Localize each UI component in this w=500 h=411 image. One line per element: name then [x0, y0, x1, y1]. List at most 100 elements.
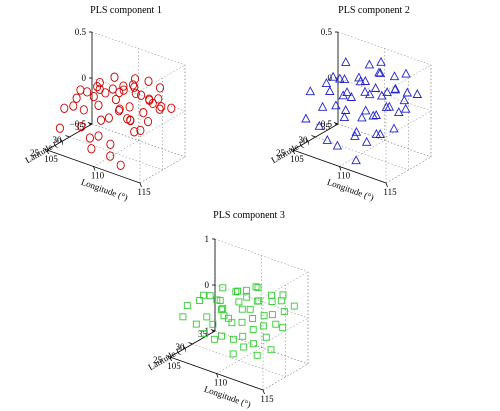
data-point [210, 335, 218, 343]
z-tick-label: 0.5 [321, 27, 333, 37]
data-point [116, 160, 125, 170]
data-point [94, 131, 103, 141]
data-point [192, 320, 200, 328]
data-point [368, 110, 378, 120]
data-point [87, 144, 96, 154]
data-point [371, 110, 381, 119]
data-point [148, 98, 157, 109]
data-point [376, 56, 386, 66]
data-point [60, 103, 69, 113]
grid-line [69, 136, 163, 171]
y-tick [188, 342, 193, 345]
data-point [259, 322, 267, 330]
data-point [239, 332, 247, 340]
grid-line [337, 123, 432, 158]
grid-line [262, 271, 309, 299]
data-point [339, 74, 350, 84]
data-point [280, 308, 288, 315]
data-point [125, 102, 134, 112]
grid-line [385, 156, 432, 184]
data-point [240, 343, 248, 351]
y-tick [165, 355, 171, 358]
data-point [357, 112, 367, 122]
y-tick-label: 25 [153, 355, 163, 365]
grid-line [139, 156, 186, 184]
data-point [101, 88, 110, 98]
data-point [206, 292, 214, 300]
x-tick [93, 166, 96, 171]
data-point [321, 78, 332, 88]
z-tick-label: 1 [205, 234, 210, 244]
data-point [154, 94, 163, 104]
grid-line [91, 123, 186, 158]
data-point [130, 127, 139, 137]
data-point [364, 59, 375, 69]
data-point [232, 288, 240, 296]
data-point [139, 108, 148, 118]
x-tick [46, 149, 49, 155]
data-point [338, 90, 348, 100]
x-tick-label: 110 [337, 171, 351, 181]
data-point [238, 318, 246, 326]
data-point [267, 346, 275, 354]
data-point [228, 319, 236, 327]
data-point [382, 87, 392, 97]
x-tick-label: 105 [290, 154, 304, 164]
data-point [246, 305, 254, 313]
data-point [331, 100, 341, 110]
z-tick-label: 0.5 [75, 27, 87, 37]
x-tick [292, 149, 295, 155]
data-point [412, 89, 423, 98]
grid-line [337, 31, 432, 66]
y-tick-label: 35 [198, 329, 208, 339]
x-tick [169, 356, 172, 362]
data-point [238, 305, 246, 313]
data-point [72, 93, 81, 103]
data-point [111, 94, 120, 105]
y-tick-label: 30 [53, 135, 63, 145]
data-point [209, 320, 217, 328]
x-tick-label: 115 [383, 187, 397, 197]
data-point [106, 139, 115, 149]
x-tick [216, 373, 219, 378]
data-point [255, 297, 263, 305]
data-point [346, 92, 357, 101]
data-point [314, 120, 325, 130]
x-tick-label: 115 [260, 394, 274, 404]
data-point [136, 125, 145, 136]
x-axis-label: Longitude (°) [80, 177, 129, 203]
panel-2-title: PLS component 2 [338, 5, 410, 16]
data-point [268, 311, 276, 319]
data-point [119, 85, 128, 95]
data-point [389, 71, 400, 81]
data-point [322, 134, 333, 144]
data-point [290, 302, 298, 310]
data-point [218, 332, 225, 340]
data-point [361, 136, 372, 146]
data-point [242, 286, 250, 294]
grid-line [91, 77, 186, 112]
data-point [83, 87, 92, 97]
data-point [364, 89, 375, 99]
grid-line [315, 136, 409, 171]
data-point [317, 101, 328, 111]
data-point [305, 86, 316, 96]
data-point [328, 71, 338, 81]
y-tick [65, 135, 70, 138]
data-point [268, 291, 275, 299]
data-point [155, 104, 164, 114]
grid-line [139, 110, 186, 138]
data-point [115, 87, 124, 98]
data-point [235, 298, 243, 306]
data-point [340, 105, 351, 114]
data-point [216, 297, 224, 304]
x-axis-label: Longitude (°) [326, 177, 375, 203]
z-tick-label: 0 [82, 73, 87, 83]
data-point [243, 293, 251, 301]
data-point [128, 80, 138, 90]
data-point [351, 155, 361, 165]
data-point [77, 121, 86, 132]
